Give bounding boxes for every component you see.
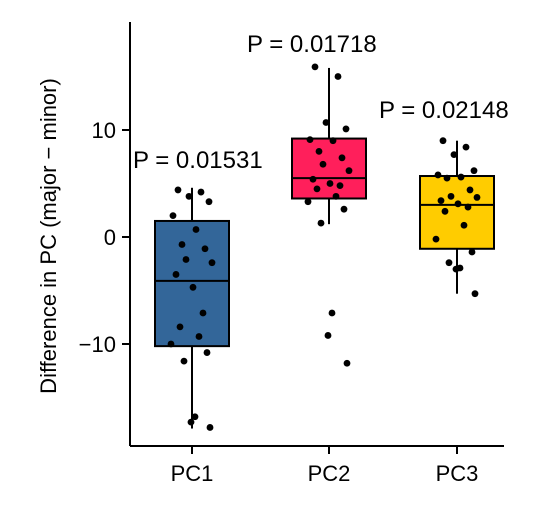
data-point bbox=[334, 73, 342, 80]
data-point bbox=[311, 63, 319, 71]
data-point bbox=[208, 259, 216, 267]
data-point bbox=[447, 192, 455, 200]
x-tick-label-pc1: PC1 bbox=[171, 461, 214, 486]
y-tick-label: 0 bbox=[104, 225, 116, 250]
data-point bbox=[324, 332, 332, 339]
data-point bbox=[304, 198, 312, 206]
data-point bbox=[343, 359, 351, 367]
data-point bbox=[328, 309, 336, 317]
data-point bbox=[454, 200, 462, 208]
data-point bbox=[445, 259, 453, 267]
data-point bbox=[169, 212, 177, 220]
data-point bbox=[195, 333, 203, 340]
y-tick-label: 10 bbox=[92, 118, 116, 143]
data-point bbox=[329, 137, 337, 145]
box-rect bbox=[419, 175, 495, 250]
data-point bbox=[172, 271, 180, 278]
data-point bbox=[336, 182, 344, 190]
y-tick-label: −10 bbox=[79, 332, 116, 357]
data-point bbox=[205, 198, 213, 206]
data-point bbox=[450, 151, 458, 159]
data-point bbox=[345, 167, 353, 175]
data-point bbox=[332, 192, 340, 200]
data-point bbox=[452, 265, 460, 273]
y-axis-label: Difference in PC (major − minor) bbox=[36, 78, 61, 394]
data-point bbox=[460, 221, 468, 229]
p-value-pc2: P = 0.01718 bbox=[247, 31, 377, 58]
data-point bbox=[199, 309, 207, 317]
data-point bbox=[317, 219, 325, 227]
data-point bbox=[167, 340, 175, 348]
box-pc2 bbox=[291, 67, 367, 225]
data-point bbox=[466, 186, 474, 194]
data-point bbox=[206, 424, 214, 431]
data-point bbox=[326, 180, 334, 187]
data-point bbox=[182, 256, 190, 263]
data-point bbox=[441, 207, 449, 215]
data-point bbox=[315, 148, 323, 155]
data-point bbox=[174, 186, 182, 194]
p-value-annotations: P = 0.01531 P = 0.01718 P = 0.02148 bbox=[133, 31, 509, 174]
data-point bbox=[197, 188, 205, 196]
box-rect bbox=[291, 137, 367, 200]
data-point bbox=[439, 137, 447, 145]
data-point bbox=[309, 175, 317, 183]
data-point bbox=[180, 357, 188, 365]
data-point bbox=[176, 323, 184, 331]
data-point bbox=[434, 171, 442, 179]
p-value-pc1: P = 0.01531 bbox=[133, 147, 263, 174]
data-point bbox=[203, 349, 211, 356]
x-tick-label-pc2: PC2 bbox=[308, 461, 351, 486]
y-ticks: −10 0 10 bbox=[79, 118, 130, 357]
data-point bbox=[470, 167, 478, 175]
x-ticks: PC1 PC2 PC3 bbox=[171, 446, 479, 486]
box-pc1 bbox=[154, 187, 230, 429]
data-point bbox=[191, 413, 199, 421]
data-point bbox=[432, 235, 440, 243]
data-point bbox=[464, 203, 472, 211]
boxes bbox=[154, 67, 495, 429]
data-point bbox=[462, 143, 470, 151]
data-point bbox=[342, 125, 350, 133]
data-point bbox=[319, 160, 327, 168]
data-point bbox=[322, 119, 330, 126]
data-point bbox=[443, 174, 451, 182]
data-point bbox=[468, 248, 476, 256]
box-rect bbox=[154, 219, 230, 348]
box-pc3 bbox=[419, 140, 495, 294]
data-point bbox=[178, 241, 186, 248]
data-point bbox=[306, 136, 314, 144]
data-point bbox=[313, 185, 321, 193]
data-points bbox=[167, 63, 481, 431]
data-point bbox=[340, 205, 348, 213]
x-tick-label-pc3: PC3 bbox=[436, 461, 479, 486]
data-point bbox=[437, 197, 445, 205]
data-point bbox=[189, 283, 197, 291]
data-point bbox=[473, 194, 481, 201]
data-point bbox=[192, 226, 200, 233]
data-point bbox=[457, 173, 465, 181]
data-point bbox=[338, 154, 346, 162]
data-point bbox=[201, 245, 209, 253]
data-point bbox=[185, 192, 193, 200]
data-point bbox=[187, 418, 195, 426]
p-value-pc3: P = 0.02148 bbox=[379, 97, 509, 124]
data-point bbox=[471, 290, 479, 298]
